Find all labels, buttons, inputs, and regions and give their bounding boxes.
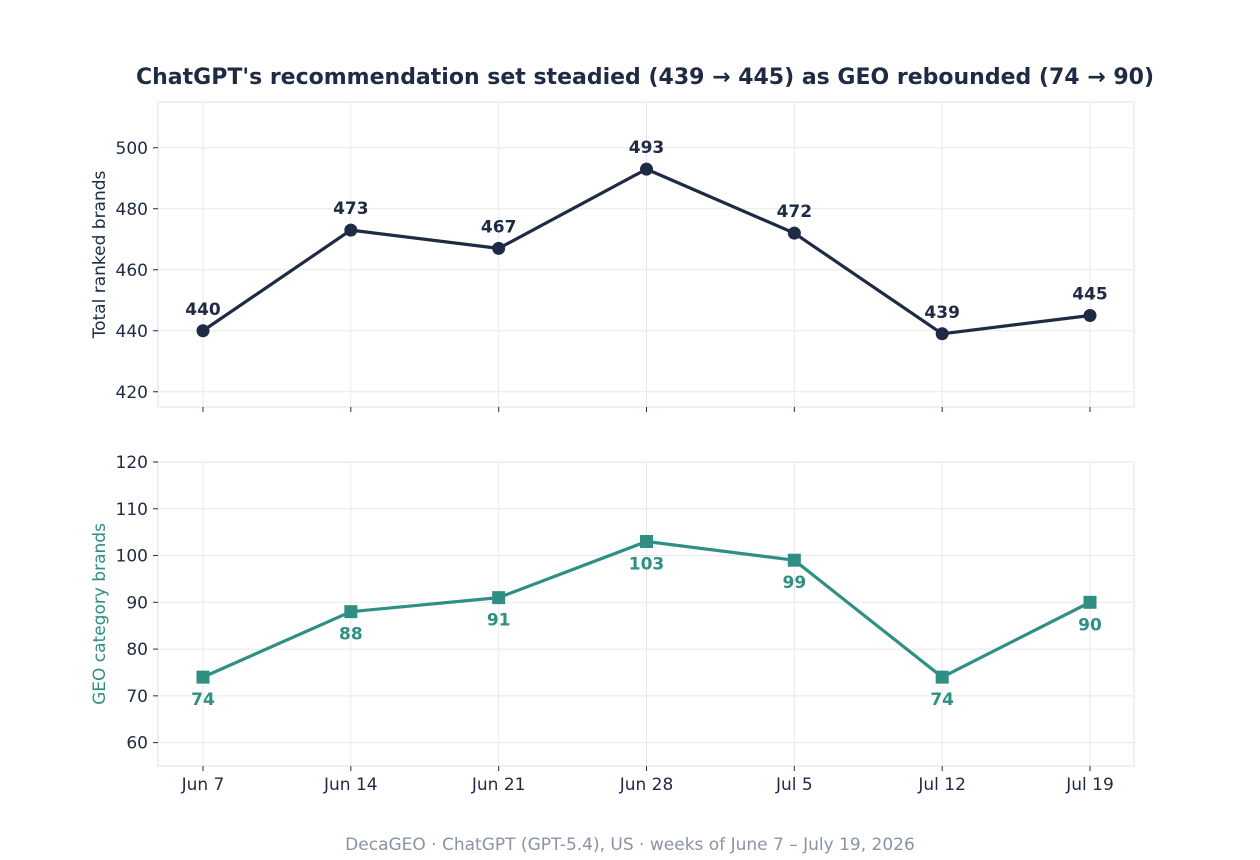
y-tick-label: 420 bbox=[116, 383, 148, 403]
data-label: 445 bbox=[1072, 285, 1108, 305]
data-label: 493 bbox=[629, 138, 665, 158]
y-tick-label: 500 bbox=[116, 139, 148, 159]
x-tick-label: Jun 28 bbox=[619, 775, 674, 795]
data-point bbox=[935, 670, 949, 684]
data-label: 91 bbox=[487, 611, 511, 631]
data-label: 74 bbox=[930, 690, 954, 710]
data-point bbox=[492, 591, 506, 605]
data-label: 90 bbox=[1078, 615, 1102, 635]
data-point bbox=[492, 241, 506, 255]
x-tick-label: Jun 7 bbox=[181, 775, 225, 795]
data-point bbox=[640, 162, 653, 176]
chart-footer: DecaGEO · ChatGPT (GPT-5.4), US · weeks … bbox=[345, 835, 915, 855]
y-tick-label: 460 bbox=[116, 261, 148, 281]
data-point bbox=[787, 226, 801, 240]
y-tick-label: 80 bbox=[126, 640, 148, 660]
y-tick-label: 110 bbox=[116, 500, 148, 520]
data-label: 99 bbox=[782, 573, 806, 593]
y-tick-label: 70 bbox=[126, 687, 148, 707]
data-label: 440 bbox=[185, 300, 221, 320]
x-tick-label: Jul 12 bbox=[917, 775, 966, 795]
y-axis-label: Total ranked brands bbox=[90, 170, 110, 339]
data-label: 473 bbox=[333, 199, 369, 219]
data-point bbox=[640, 535, 653, 549]
data-point bbox=[196, 670, 210, 684]
x-tick-label: Jul 5 bbox=[775, 775, 813, 795]
data-point bbox=[1083, 309, 1097, 322]
data-label: 439 bbox=[924, 303, 960, 323]
chart-title: ChatGPT's recommendation set steadied (4… bbox=[136, 65, 1154, 90]
chart-panels: 420 440 460 480 500 Total ranked brands 440 473… bbox=[90, 101, 1135, 795]
y-tick-label: 60 bbox=[126, 734, 148, 754]
y-tick-label: 120 bbox=[116, 453, 148, 473]
data-label: 88 bbox=[339, 625, 363, 645]
data-label: 472 bbox=[777, 202, 813, 222]
y-tick-label: 100 bbox=[116, 547, 148, 567]
x-tick-label: Jun 21 bbox=[471, 775, 526, 795]
y-axis-label: GEO category brands bbox=[90, 523, 110, 705]
data-point bbox=[935, 327, 949, 341]
x-tick-label: Jul 19 bbox=[1065, 775, 1114, 795]
data-point bbox=[196, 324, 210, 338]
data-label: 467 bbox=[481, 217, 517, 237]
data-point bbox=[344, 605, 358, 619]
data-point bbox=[1083, 595, 1097, 609]
y-tick-label: 90 bbox=[126, 593, 148, 613]
y-tick-label: 480 bbox=[116, 200, 148, 220]
data-point bbox=[787, 553, 801, 567]
x-tick-label: Jun 14 bbox=[323, 775, 378, 795]
data-label: 103 bbox=[629, 555, 665, 575]
y-tick-label: 440 bbox=[116, 322, 148, 342]
data-point bbox=[344, 223, 358, 237]
panel-2: 60 70 80 90 100 110 120 GEO category brands 74 88… bbox=[90, 453, 1135, 795]
panel-1: 420 440 460 480 500 Total ranked brands 440 473… bbox=[90, 101, 1135, 412]
data-label: 74 bbox=[191, 690, 215, 710]
